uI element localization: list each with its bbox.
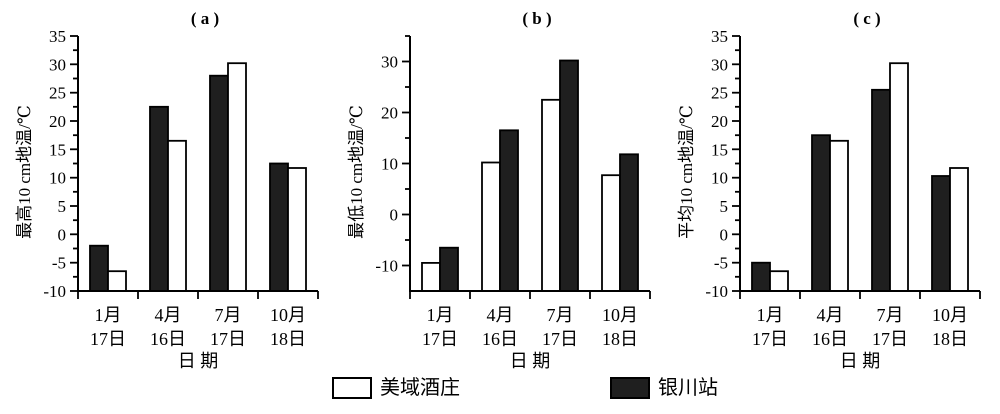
x-axis-title: 日 期 [840, 351, 881, 371]
bar-yinchuan-cat0 [751, 261, 771, 292]
y-tick-label: 15 [711, 140, 728, 159]
bar-meiyu-cat0 [107, 270, 127, 292]
category-label: 16日 [482, 329, 518, 349]
category-label: 17日 [422, 329, 458, 349]
chart-c-mean-ground-temp: -10 -5 0 5 10 15 20 25 30 35 1月 17日 4月 16日 7月 17日 10月 18日… [677, 9, 981, 371]
bar-yinchuan-cat3 [619, 153, 639, 292]
y-tick-label: 5 [720, 197, 729, 216]
bar-yinchuan-cat3 [931, 175, 951, 292]
bar-meiyu-cat0 [769, 270, 789, 292]
category-label: 16日 [150, 329, 186, 349]
y-tick-label: -5 [714, 254, 728, 273]
legend: 美域酒庄 银川站 [0, 374, 1000, 406]
bar-yinchuan-cat0 [89, 244, 109, 292]
category-label: 10月 [932, 305, 968, 325]
category-label: 18日 [602, 329, 638, 349]
legend-item-meiyu: 美域酒庄 [332, 376, 460, 400]
y-axis-title: 最低10 cm地温/℃ [347, 105, 366, 239]
chart-a-max-ground-temp: -10 -5 0 5 10 15 20 25 30 35 1月 17日 4月 16日 7月 17日 10月 18日… [15, 9, 319, 371]
y-tick-label: 25 [711, 84, 728, 103]
y-tick-label: 15 [49, 140, 66, 159]
y-tick-label: 30 [49, 55, 66, 74]
category-label: 18日 [932, 329, 968, 349]
bar-meiyu-cat2 [541, 98, 561, 293]
legend-item-yinchuan: 银川站 [610, 376, 718, 400]
y-tick-label: 10 [49, 169, 66, 188]
y-tick-label: 0 [390, 206, 399, 225]
bar-meiyu-cat3 [601, 174, 621, 292]
category-label: 17日 [210, 329, 246, 349]
panel-title: ( a ) [191, 9, 219, 28]
y-axis-title: 最高10 cm地温/℃ [15, 105, 34, 239]
legend-swatch-meiyu-icon [332, 377, 372, 399]
panel-title: ( c ) [853, 9, 880, 28]
bar-yinchuan-cat1 [149, 105, 169, 292]
y-axis-title: 平均10 cm地温/℃ [677, 105, 696, 239]
bar-yinchuan-cat1 [499, 129, 519, 292]
category-label: 10月 [602, 305, 638, 325]
y-tick-label: 10 [381, 155, 398, 174]
category-label: 7月 [877, 305, 904, 325]
y-tick-label: -10 [705, 282, 728, 301]
category-label: 1月 [757, 305, 784, 325]
bar-yinchuan-cat2 [559, 59, 579, 292]
x-axis-title: 日 期 [178, 351, 219, 371]
category-label: 4月 [155, 305, 182, 325]
bar-meiyu-cat3 [287, 167, 307, 292]
bar-meiyu-cat1 [481, 161, 501, 292]
category-label: 10月 [270, 305, 306, 325]
bar-meiyu-cat1 [829, 139, 849, 292]
bar-meiyu-cat1 [167, 139, 187, 292]
category-label: 4月 [817, 305, 844, 325]
legend-label-meiyu: 美域酒庄 [380, 377, 460, 399]
category-label: 7月 [215, 305, 242, 325]
category-label: 17日 [90, 329, 126, 349]
y-tick-label: 20 [49, 112, 66, 131]
y-tick-label: -10 [375, 257, 398, 276]
y-tick-label: -10 [43, 282, 66, 301]
category-label: 17日 [542, 329, 578, 349]
bar-yinchuan-cat2 [871, 88, 891, 292]
y-tick-label: 25 [49, 84, 66, 103]
y-tick-label: 0 [58, 225, 67, 244]
y-tick-label: 10 [711, 169, 728, 188]
y-tick-label: 30 [711, 55, 728, 74]
bar-meiyu-cat3 [949, 167, 969, 292]
category-label: 17日 [872, 329, 908, 349]
y-tick-label: 20 [381, 104, 398, 123]
y-tick-label: 20 [711, 112, 728, 131]
bar-yinchuan-cat1 [811, 134, 831, 292]
y-tick-label: 35 [49, 27, 66, 46]
y-tick-label: 30 [381, 53, 398, 72]
category-label: 17日 [752, 329, 788, 349]
bar-meiyu-cat2 [227, 62, 247, 292]
x-axis-title: 日 期 [510, 351, 551, 371]
y-tick-label: 0 [720, 225, 729, 244]
bar-yinchuan-cat0 [439, 246, 459, 292]
category-label: 7月 [547, 305, 574, 325]
bar-meiyu-cat2 [889, 62, 909, 292]
category-label: 4月 [487, 305, 514, 325]
category-label: 1月 [427, 305, 454, 325]
y-tick-label: 35 [711, 27, 728, 46]
category-label: 1月 [95, 305, 122, 325]
bar-meiyu-cat0 [421, 261, 441, 292]
y-tick-label: 5 [58, 197, 67, 216]
bar-yinchuan-cat2 [209, 74, 229, 292]
category-label: 16日 [812, 329, 848, 349]
legend-swatch-yinchuan-icon [610, 377, 650, 399]
bar-yinchuan-cat3 [269, 162, 289, 292]
legend-label-yinchuan: 银川站 [658, 377, 718, 399]
panel-title: ( b ) [522, 9, 551, 28]
category-label: 18日 [270, 329, 306, 349]
y-tick-label: -5 [52, 254, 66, 273]
